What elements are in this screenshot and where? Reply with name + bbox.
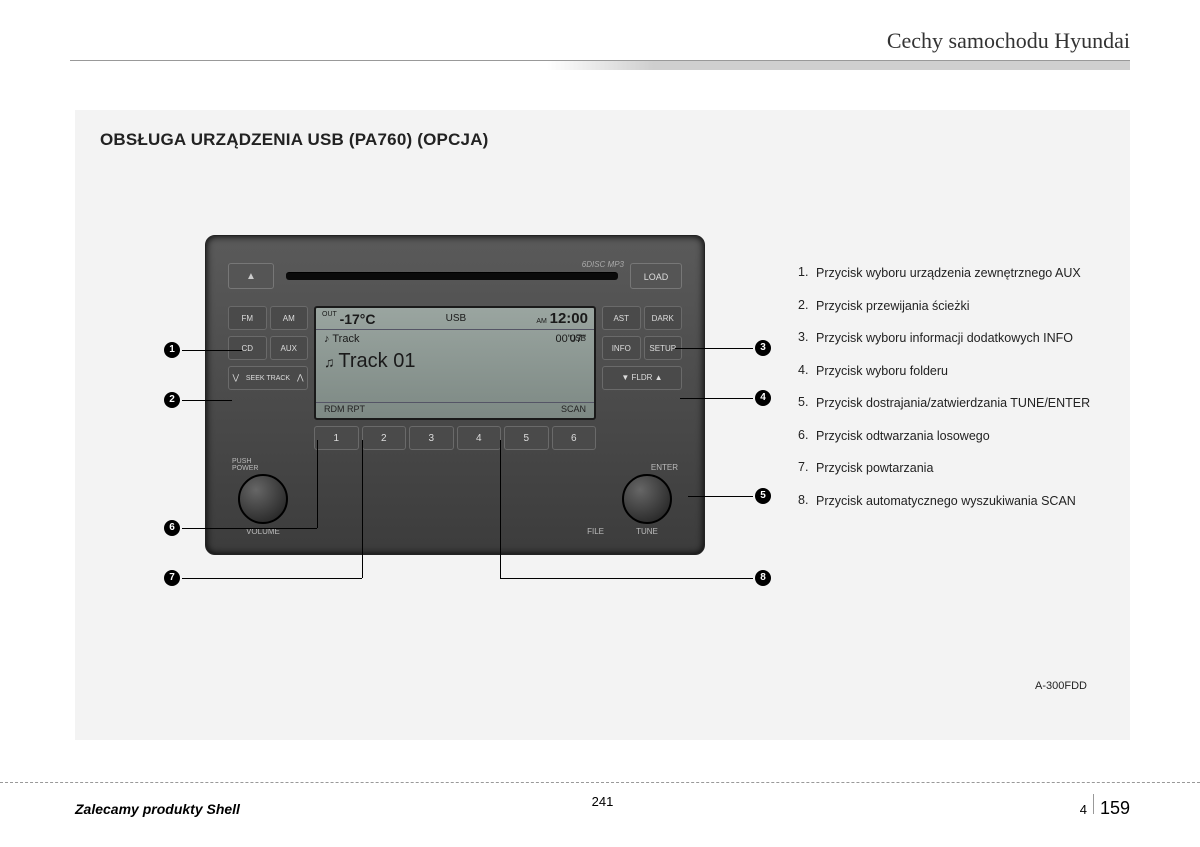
callout-1: 1 [164, 342, 180, 358]
legend-item-5: 5.Przycisk dostrajania/zatwierdzania TUN… [798, 395, 1128, 413]
preset-5[interactable]: 5 [504, 426, 549, 450]
preset-3[interactable]: 3 [409, 426, 454, 450]
leader-3 [675, 348, 753, 349]
content-panel: OBSŁUGA URZĄDZENIA USB (PA760) (OPCJA) ▲… [75, 110, 1130, 740]
section-title: OBSŁUGA URZĄDZENIA USB (PA760) (OPCJA) [100, 130, 1105, 150]
callout-6: 6 [164, 520, 180, 536]
footer-right: 4 159 [1080, 794, 1130, 819]
lcd-bottom-row: RDM RPT SCAN [316, 402, 594, 418]
lcd-display: OUT -17°C USB AM 12:00 USB ♪ Track 00'07… [314, 306, 596, 420]
callout-3: 3 [755, 340, 771, 356]
leader-1 [182, 350, 242, 351]
leader-5 [688, 496, 753, 497]
legend-item-3: 3.Przycisk wyboru informacji dodatkowych… [798, 330, 1128, 348]
volume-knob-area: PUSH POWER VOLUME [232, 458, 294, 536]
lcd-status-bar: OUT -17°C USB AM 12:00 [316, 308, 594, 330]
power-label: PUSH POWER [232, 458, 294, 472]
preset-1[interactable]: 1 [314, 426, 359, 450]
leader-2 [182, 400, 232, 401]
lcd-out-label: OUT [322, 311, 337, 318]
seek-up-icon: ⋀ [297, 366, 304, 390]
legend-item-4: 4.Przycisk wyboru folderu [798, 363, 1128, 381]
lcd-usb-indicator: USB [570, 334, 586, 343]
header-divider [70, 60, 1130, 70]
preset-6[interactable]: 6 [552, 426, 597, 450]
legend-item-2: 2.Przycisk przewijania ścieżki [798, 298, 1128, 316]
footer-center-page: 241 [592, 794, 614, 809]
legend-item-6: 6.Przycisk odtwarzania losowego [798, 428, 1128, 446]
lcd-scan: SCAN [561, 404, 586, 417]
legend-item-8: 8.Przycisk automatycznego wyszukiwania S… [798, 493, 1128, 511]
preset-row: 1 2 3 4 5 6 [314, 426, 596, 450]
am-button[interactable]: AM [270, 306, 309, 330]
legend-item-7: 7.Przycisk powtarzania [798, 460, 1128, 478]
file-label: FILE [587, 527, 604, 536]
lcd-clock: 12:00 [550, 310, 588, 327]
mp3-badge: 6DISC MP3 [582, 260, 624, 269]
tune-label: TUNE [616, 527, 678, 536]
ast-button[interactable]: AST [602, 306, 641, 330]
legend-list: 1.Przycisk wyboru urządzenia zewnętrzneg… [798, 265, 1128, 525]
tune-knob-area: ENTER TUNE [616, 463, 678, 536]
tune-knob[interactable] [622, 474, 672, 524]
center-column: OUT -17°C USB AM 12:00 USB ♪ Track 00'07… [314, 306, 596, 532]
leader-6h [182, 528, 317, 529]
footer-left-text: Zalecamy produkty Shell [75, 801, 240, 817]
folder-label: ▼ FLDR ▲ [621, 366, 662, 390]
lcd-track-row: ♪ Track 00'07" [316, 330, 594, 348]
callout-2: 2 [164, 392, 180, 408]
seek-track-button[interactable]: ⋁ SEEK TRACK ⋀ [228, 366, 308, 390]
lcd-track-label: Track [332, 333, 359, 345]
eject-button[interactable]: ▲ [228, 263, 274, 289]
lcd-ampm: AM [536, 318, 547, 325]
dark-button[interactable]: DARK [644, 306, 683, 330]
leader-4 [680, 398, 753, 399]
leader-8v [500, 440, 501, 578]
folder-button[interactable]: ▼ FLDR ▲ [602, 366, 682, 390]
callout-7: 7 [164, 570, 180, 586]
preset-2[interactable]: 2 [362, 426, 407, 450]
radio-panel-grid: FM AM CD AUX ⋁ SEEK TRACK ⋀ [228, 306, 682, 532]
diagram-area: ▲ LOAD 6DISC MP3 FM AM CD AUX [100, 170, 1105, 700]
page-footer: Zalecamy produkty Shell 241 4 159 [75, 794, 1130, 819]
fm-button[interactable]: FM [228, 306, 267, 330]
lcd-rdm-rpt: RDM RPT [324, 404, 365, 417]
leader-7h [182, 578, 362, 579]
seek-down-icon: ⋁ [232, 366, 239, 390]
leader-8h [500, 578, 753, 579]
cd-slot [286, 272, 618, 280]
info-button[interactable]: INFO [602, 336, 641, 360]
figure-code: A-300FDD [1035, 680, 1087, 692]
preset-4[interactable]: 4 [457, 426, 502, 450]
lcd-mode: USB [446, 313, 467, 324]
page-header-title: Cechy samochodu Hyundai [887, 28, 1130, 54]
legend-item-1: 1.Przycisk wyboru urządzenia zewnętrzneg… [798, 265, 1128, 283]
lcd-main-text: Track 01 [316, 348, 594, 375]
aux-button[interactable]: AUX [270, 336, 309, 360]
radio-head-unit: ▲ LOAD 6DISC MP3 FM AM CD AUX [205, 235, 705, 555]
callout-5: 5 [755, 488, 771, 504]
footer-page-number: 159 [1100, 798, 1130, 819]
cd-button[interactable]: CD [228, 336, 267, 360]
load-button[interactable]: LOAD [630, 263, 682, 289]
leader-6v [317, 440, 318, 528]
leader-7v [362, 440, 363, 578]
seek-track-label: SEEK TRACK [246, 375, 290, 382]
footer-divider [1093, 794, 1094, 814]
footer-chapter: 4 [1080, 802, 1087, 817]
enter-label: ENTER [616, 463, 678, 472]
lcd-temperature: -17°C [340, 311, 376, 327]
callout-8: 8 [755, 570, 771, 586]
callout-4: 4 [755, 390, 771, 406]
manual-page: Cechy samochodu Hyundai OBSŁUGA URZĄDZEN… [0, 0, 1200, 847]
footer-rule [0, 782, 1200, 783]
volume-knob[interactable] [238, 474, 288, 524]
